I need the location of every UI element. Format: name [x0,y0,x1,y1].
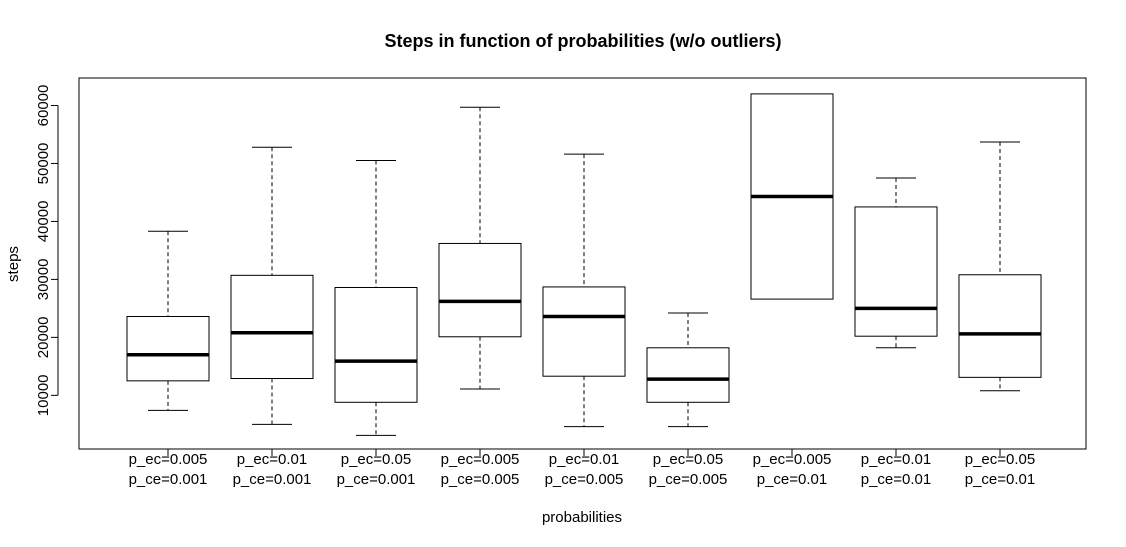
plot-frame [78,77,1087,450]
y-tick-label: 60000 [35,85,52,127]
x-tick-label-line2: p_ce=0.005 [649,471,728,488]
box-8 [854,177,938,349]
y-tick-label: 40000 [35,201,52,243]
y-tick-label: 10000 [35,374,52,416]
x-tick-label-line2: p_ce=0.001 [233,471,312,488]
y-tick-label: 20000 [35,317,52,359]
box-7 [750,93,834,300]
box-1 [126,230,210,411]
x-tick-label-line2: p_ce=0.005 [441,471,520,488]
iqr-box [334,287,418,403]
x-tick-label-line2: p_ce=0.01 [861,471,931,488]
chart-title: Steps in function of probabilities (w/o … [384,31,781,51]
x-tick-label-line2: p_ce=0.005 [545,471,624,488]
x-tick-label-line1: p_ec=0.005 [129,451,208,468]
x-tick-label-line1: p_ec=0.01 [237,451,307,468]
iqr-box [126,315,210,382]
iqr-box [542,286,626,377]
x-axis-label: probabilities [542,509,622,526]
box-3 [334,160,418,436]
y-tick-label: 50000 [35,143,52,185]
x-tick-label-line2: p_ce=0.001 [337,471,416,488]
y-axis: 10000 20000 30000 40000 50000 60000 [35,85,59,416]
iqr-box [646,347,730,403]
x-tick-label-line2: p_ce=0.01 [965,471,1035,488]
box-6 [646,312,730,428]
box-9 [958,141,1042,392]
iqr-box [230,274,314,380]
x-tick-label-line1: p_ec=0.005 [441,451,520,468]
x-tick-label-line1: p_ec=0.01 [861,451,931,468]
x-tick-label-line2: p_ce=0.01 [757,471,827,488]
x-tick-label-line1: p_ec=0.05 [341,451,411,468]
y-axis-label: steps [5,246,22,282]
y-tick-label: 30000 [35,259,52,301]
iqr-box [958,274,1042,378]
x-tick-label-line1: p_ec=0.01 [549,451,619,468]
iqr-box [438,242,522,338]
x-tick-label-line1: p_ec=0.005 [753,451,832,468]
x-tick-label-line2: p_ce=0.001 [129,471,208,488]
x-tick-labels: p_ec=0.005 p_ce=0.001 p_ec=0.01 p_ce=0.001 p… [129,449,1035,488]
boxes-group [126,93,1042,436]
x-tick-label-line1: p_ec=0.05 [653,451,723,468]
iqr-box [854,206,938,337]
box-5 [542,153,626,428]
box-2 [230,146,314,425]
x-tick-label-line1: p_ec=0.05 [965,451,1035,468]
box-4 [438,106,522,390]
